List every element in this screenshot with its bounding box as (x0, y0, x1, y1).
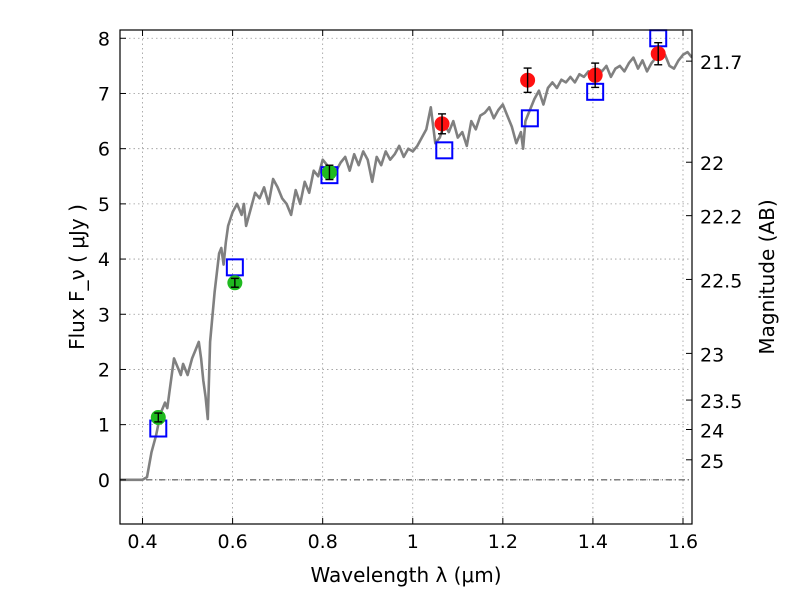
y-tick-label: 5 (98, 194, 110, 216)
x-tick-label: 0.4 (127, 531, 157, 553)
y-tick-label: 4 (98, 249, 110, 271)
x-tick-label: 1.2 (488, 531, 518, 553)
y-tick-label: 7 (98, 83, 110, 105)
x-tick-label: 1.6 (668, 531, 698, 553)
y2-tick-label: 22.5 (700, 270, 742, 292)
plot-frame (119, 29, 693, 525)
x-tick-label: 0.8 (308, 531, 338, 553)
markers-layer (149, 29, 668, 438)
x-tick-label: 1.4 (578, 531, 608, 553)
y2-tick-label: 22.2 (700, 207, 742, 229)
model-square-marker (435, 141, 454, 160)
y2-tick-label: 25 (700, 451, 724, 473)
x-axis-title: Wavelength λ (μm) (310, 563, 501, 587)
y-tick-label: 1 (98, 415, 110, 437)
tick-labels: 0.4 0.6 0.8 1 1.2 1.4 1.601234567821.72222.222… (98, 28, 742, 553)
y-tick-label: 8 (98, 28, 110, 50)
y-tick-label: 3 (98, 304, 110, 326)
y2-tick-label: 21.7 (700, 52, 742, 74)
x-tick-label: 1 (407, 531, 419, 553)
y-axis-title: Flux F_ν ( μJy ) (65, 204, 89, 350)
y-tick-label: 6 (98, 139, 110, 161)
y2-tick-label: 23 (700, 344, 724, 366)
x-tick-label: 0.6 (217, 531, 247, 553)
y-tick-label: 0 (98, 470, 110, 492)
y2-tick-label: 24 (700, 421, 724, 443)
y-tick-label: 2 (98, 359, 110, 381)
model-square-marker (520, 109, 539, 128)
axis-ticks (120, 30, 692, 524)
y2-axis-title: Magnitude (AB) (755, 199, 779, 354)
y2-tick-label: 22 (700, 153, 724, 175)
y2-tick-label: 23.5 (700, 391, 742, 413)
